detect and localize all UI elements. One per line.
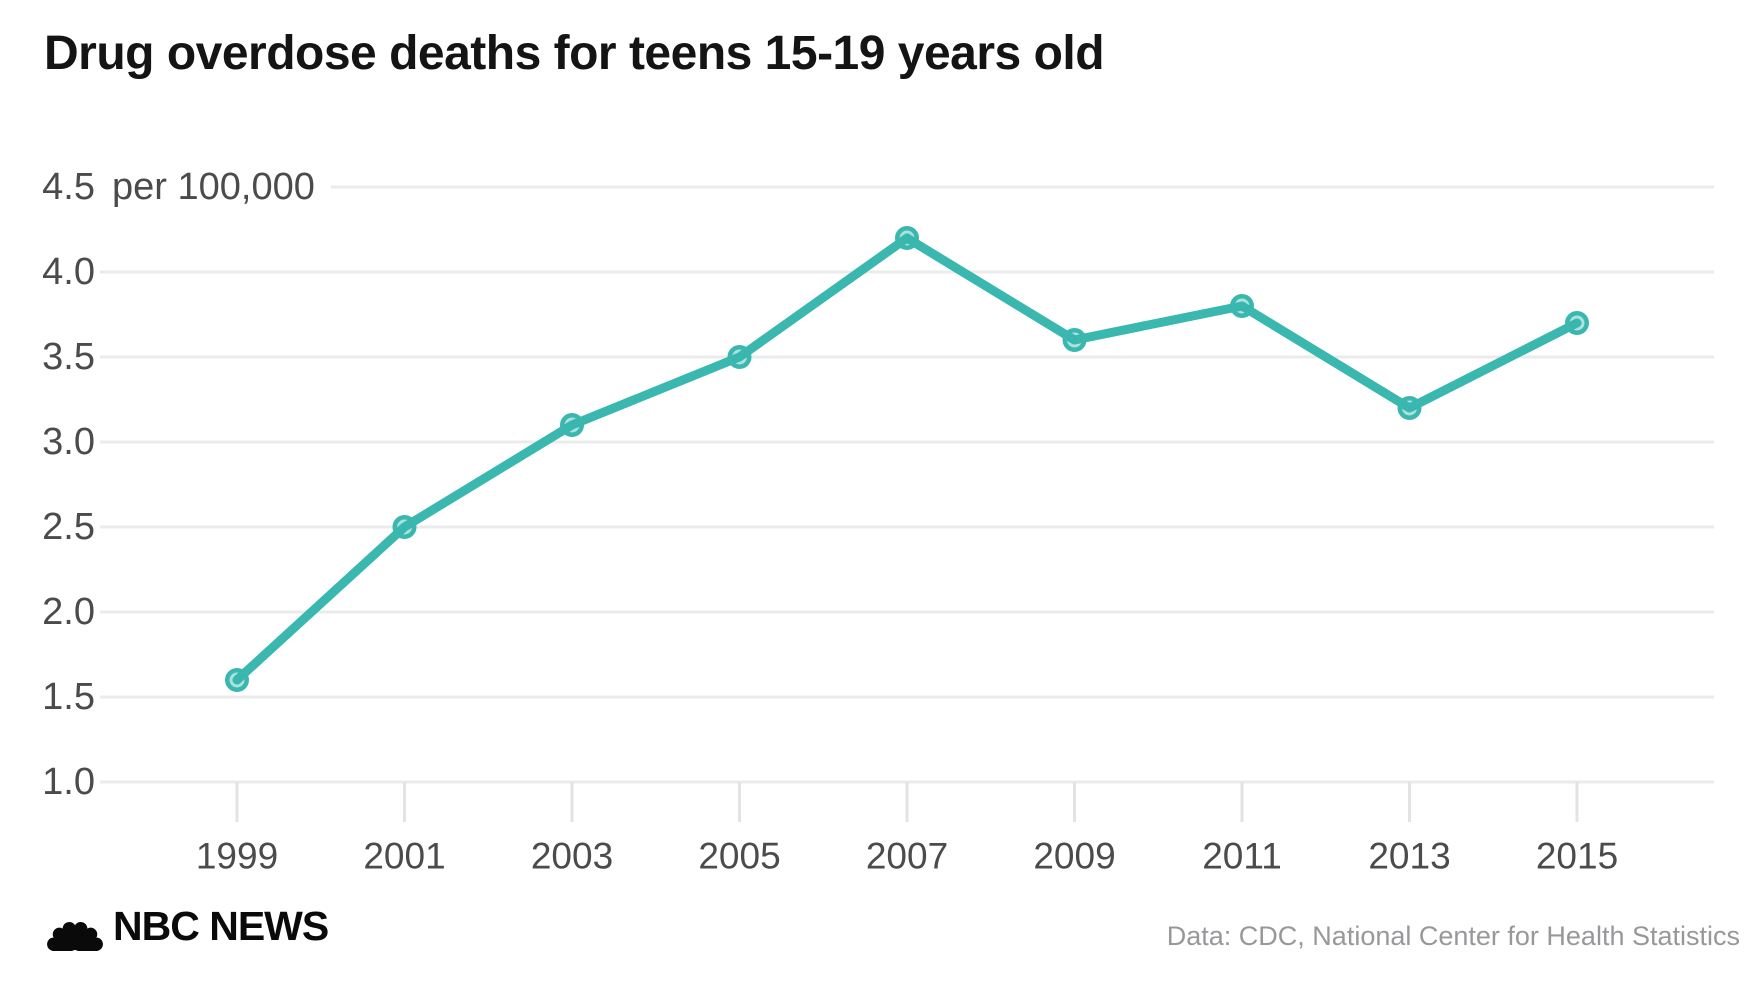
y-tick-label: 3.0 xyxy=(42,421,95,463)
x-tick-label: 2009 xyxy=(1033,836,1115,877)
x-tick-label: 1999 xyxy=(196,836,278,877)
brand-wordmark: NBC NEWS xyxy=(113,903,329,949)
x-tick-label: 2001 xyxy=(363,836,445,877)
axis-labels-layer: 4.5 per 100,000 4.0 3.5 3.0 2.5 2.0 1.5 1.0 1999 2… xyxy=(42,166,1618,877)
y-tick-label: 1.5 xyxy=(42,676,95,718)
y-axis-unit-label: per 100,000 xyxy=(112,166,315,208)
data-point-marker xyxy=(392,515,417,539)
data-point-marker xyxy=(727,345,752,369)
data-point-marker xyxy=(1565,311,1589,335)
x-tick-label: 2011 xyxy=(1202,836,1282,877)
chart-title: Drug overdose deaths for teens 15-19 yea… xyxy=(44,27,1105,80)
gridlines-layer xyxy=(100,185,1714,822)
y-tick-label: 4.0 xyxy=(42,251,95,293)
data-point-marker xyxy=(1230,294,1254,318)
x-tick-label: 2005 xyxy=(698,836,780,877)
y-tick-label: 2.0 xyxy=(42,591,95,633)
nbc-peacock-icon xyxy=(47,921,103,951)
data-point-marker xyxy=(1397,396,1422,420)
y-tick-label: 1.0 xyxy=(42,761,95,803)
y-tick-label: 4.5 xyxy=(42,166,95,208)
nbc-news-logo: NBC NEWS xyxy=(46,900,329,952)
y-tick-label: 2.5 xyxy=(42,506,95,548)
y-tick-label: 3.5 xyxy=(42,336,95,378)
x-tick-label: 2015 xyxy=(1536,836,1618,877)
data-point-marker xyxy=(895,226,919,250)
x-tick-label: 2013 xyxy=(1368,836,1450,877)
x-tick-label: 2007 xyxy=(866,836,948,877)
data-series-layer xyxy=(225,226,1589,692)
x-tick-label: 2003 xyxy=(531,836,613,877)
data-point-marker xyxy=(1062,328,1087,352)
data-source-text: Data: CDC, National Center for Health St… xyxy=(1166,921,1740,951)
data-point-marker xyxy=(225,668,249,692)
data-point-marker xyxy=(560,413,584,437)
series-line xyxy=(232,233,1582,685)
